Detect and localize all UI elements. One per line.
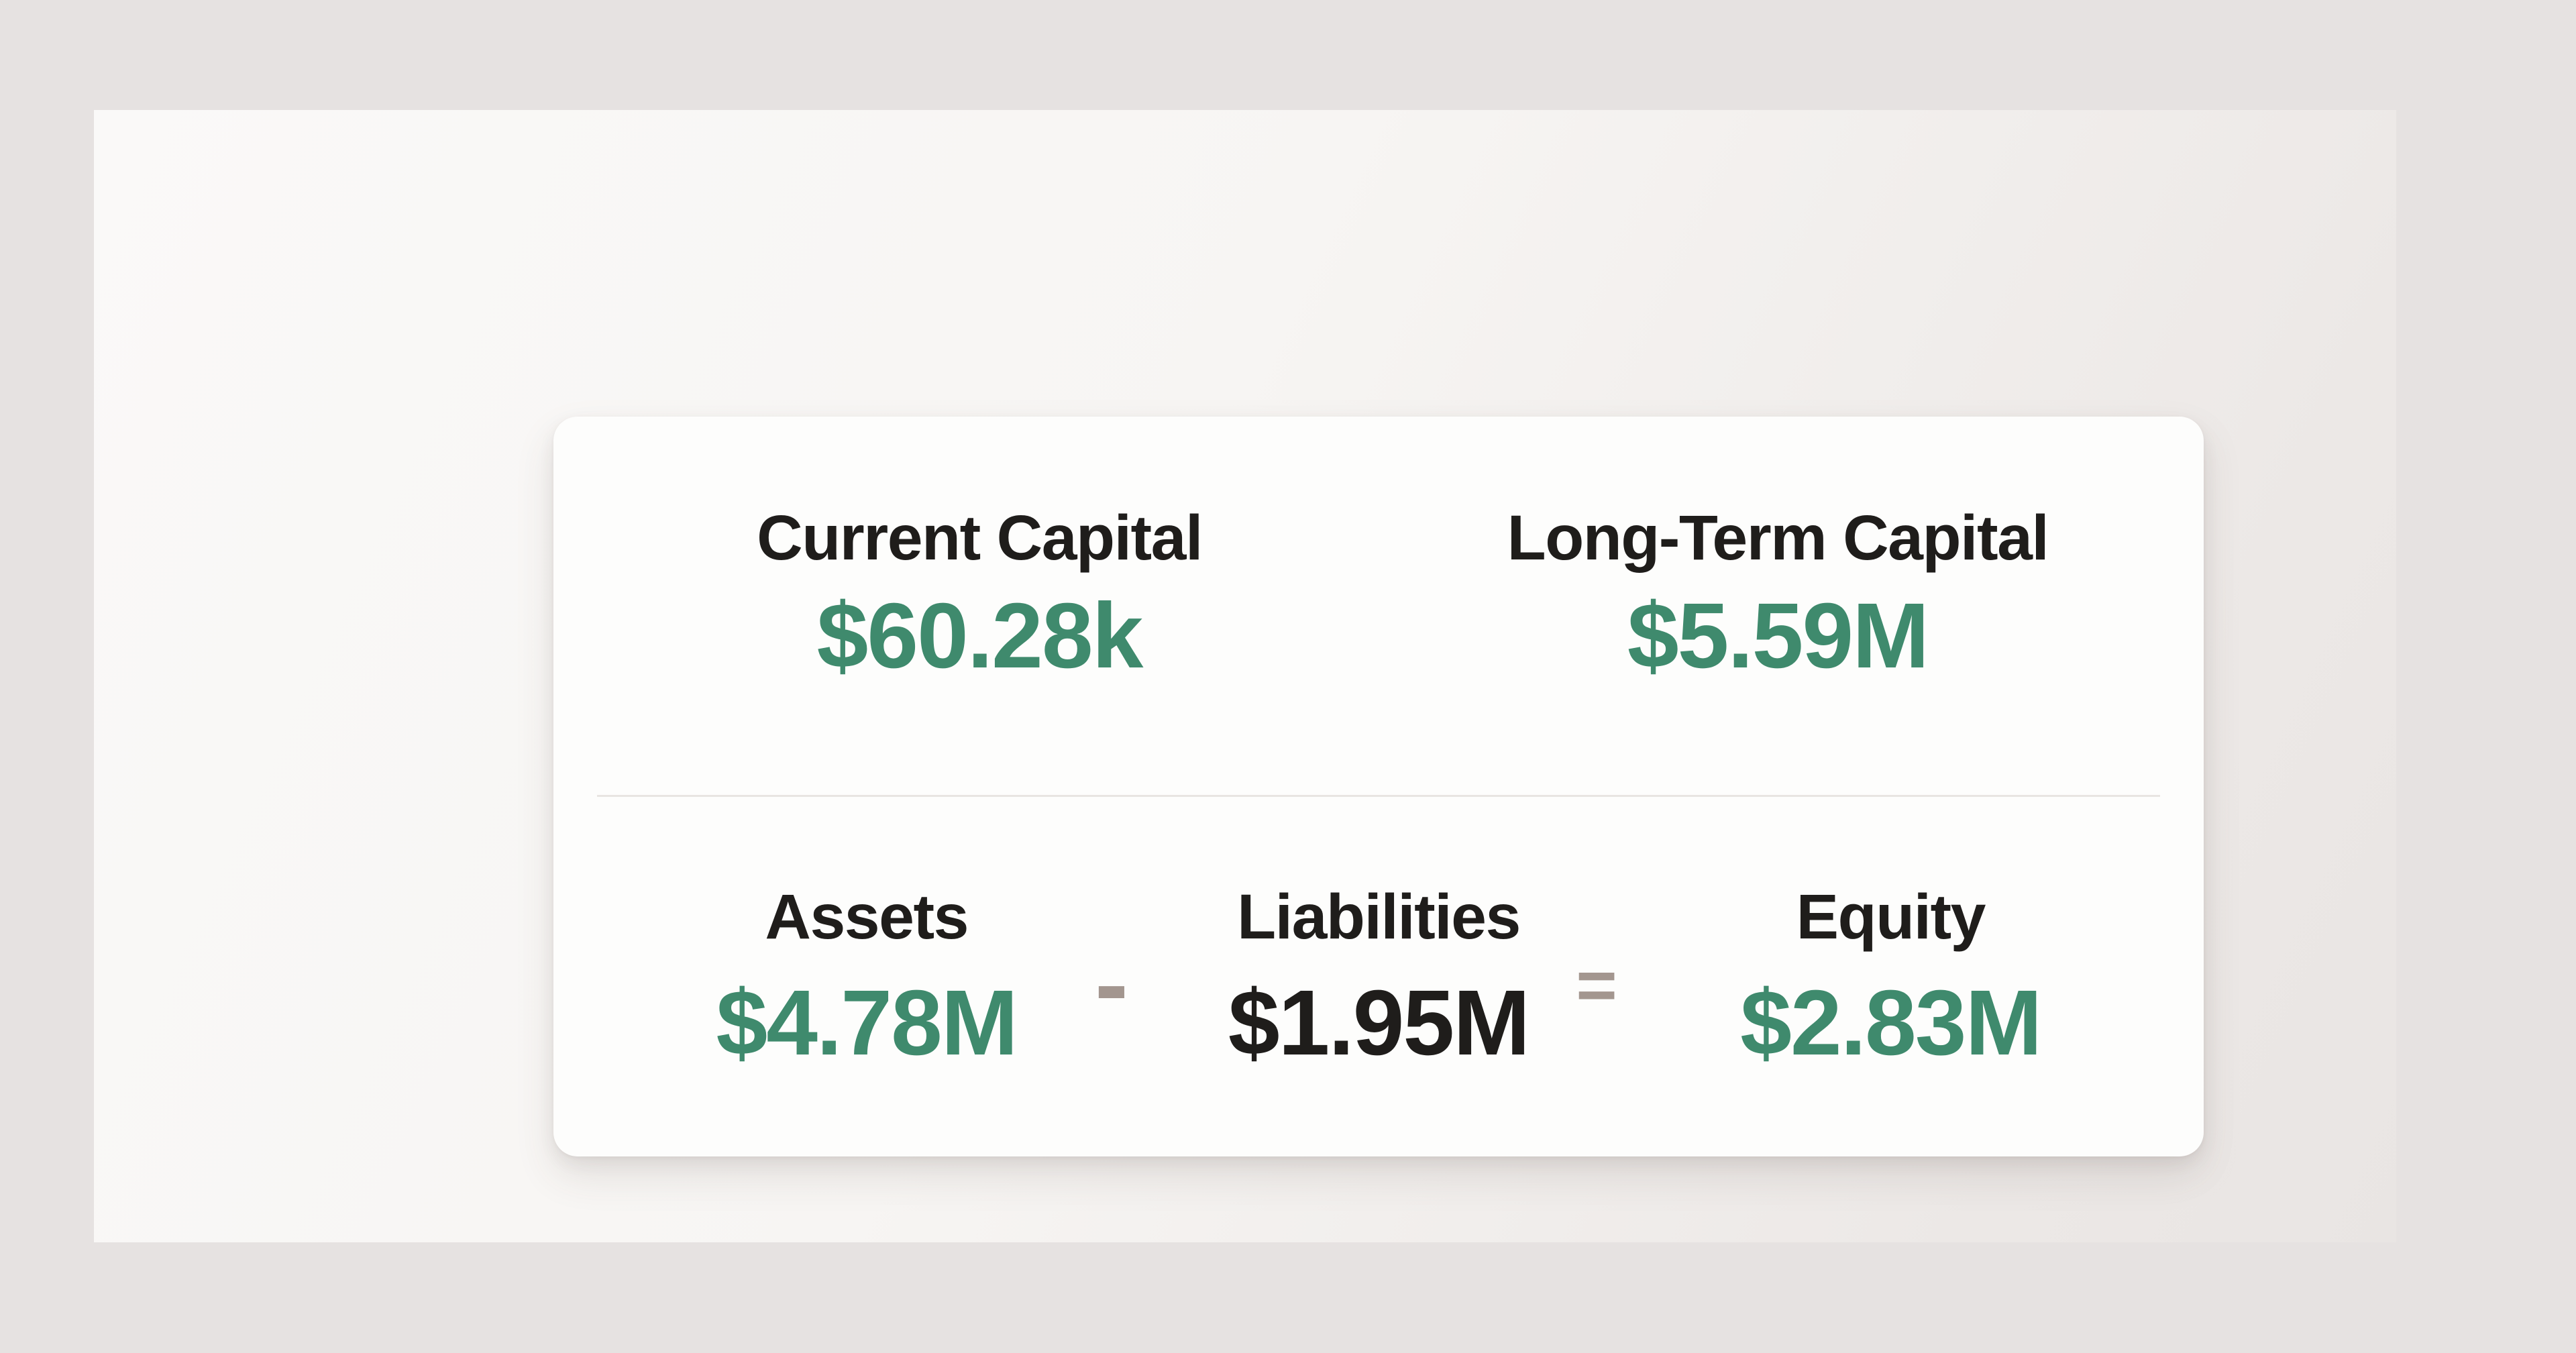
top-stats-row: Current Capital $60.28k Long-Term Capita…	[580, 497, 2177, 690]
long-term-capital-label: Long-Term Capital	[1507, 502, 2049, 574]
horizontal-divider	[597, 795, 2160, 797]
assets-label: Assets	[765, 881, 969, 953]
assets-value: $4.78M	[716, 971, 1018, 1075]
long-term-capital-value: $5.59M	[1627, 584, 1929, 688]
content-panel: Current Capital $60.28k Long-Term Capita…	[94, 110, 2396, 1242]
equals-operator: =	[1576, 946, 1617, 1025]
liabilities-label: Liabilities	[1237, 881, 1521, 953]
equation-row: Assets $4.78M Liabilities $1.95M Equity …	[610, 876, 2147, 1077]
equity-label: Equity	[1796, 881, 1986, 953]
current-capital-label: Current Capital	[757, 502, 1203, 574]
equity-value: $2.83M	[1740, 971, 2042, 1075]
equation-term-liabilities: Liabilities $1.95M	[1122, 876, 1634, 1077]
capital-summary-card: Current Capital $60.28k Long-Term Capita…	[553, 417, 2204, 1156]
minus-operator: -	[1095, 927, 1128, 1040]
equation-term-assets: Assets $4.78M	[610, 876, 1122, 1077]
current-capital-value: $60.28k	[816, 584, 1144, 688]
liabilities-value: $1.95M	[1228, 971, 1530, 1075]
equation-term-equity: Equity $2.83M	[1635, 876, 2147, 1077]
stat-long-term-capital: Long-Term Capital $5.59M	[1379, 497, 2177, 690]
stat-current-capital: Current Capital $60.28k	[580, 497, 1379, 690]
